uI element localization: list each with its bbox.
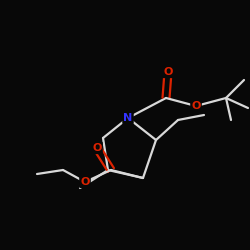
Text: O: O: [163, 67, 173, 77]
Text: O: O: [80, 177, 90, 187]
Text: O: O: [191, 101, 201, 111]
Text: O: O: [92, 143, 102, 153]
Text: N: N: [124, 113, 132, 123]
